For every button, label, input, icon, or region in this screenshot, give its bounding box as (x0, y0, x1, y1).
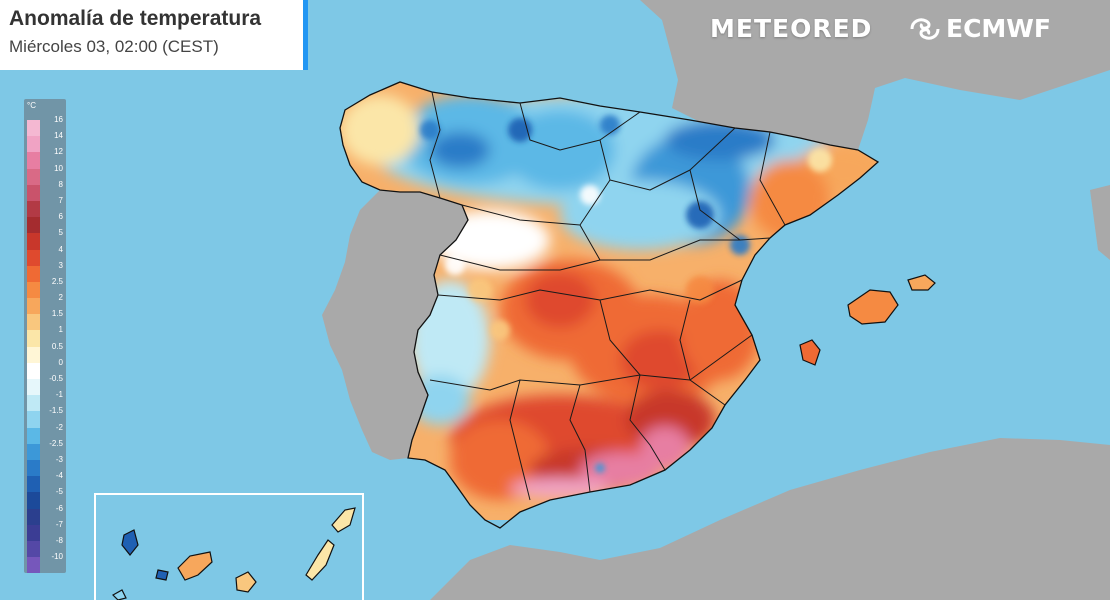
color-legend: °C 16 14 12 10 8 7 6 5 4 3 2.5 2 1.5 1 0.5 0 -0.5 -1 -1.5 -… (24, 99, 66, 574)
legend-swatch (27, 265, 40, 282)
legend-label: -1 (55, 390, 63, 400)
forecast-time: Miércoles 03, 02:00 (CEST) (9, 37, 219, 56)
legend-label: -10 (51, 552, 63, 562)
legend-label: 2.5 (51, 276, 63, 286)
legend-swatch (27, 395, 40, 412)
legend-label: -5 (55, 487, 63, 497)
legend-label: -1.5 (49, 406, 63, 416)
legend-label: -0.5 (49, 374, 63, 383)
legend-swatch (27, 233, 40, 250)
legend-unit: °C (27, 101, 36, 110)
legend-label: -2 (55, 422, 63, 432)
legend-swatch (27, 217, 40, 234)
legend-labels: 16 14 12 10 8 7 6 5 4 3 2.5 2 1.5 1 0.5 0 -0.5 -1 -1.5 -2 -2… (43, 115, 63, 573)
legend-swatch (27, 249, 40, 266)
legend-label: -4 (55, 471, 63, 481)
legend-swatch (27, 168, 40, 185)
legend-swatch (27, 427, 40, 444)
ecmwf-logo: ECMWF (908, 14, 1051, 43)
portugal-landmass (322, 190, 468, 460)
legend-swatch (27, 281, 40, 299)
legend-label: -7 (55, 519, 63, 529)
region-borders (429, 91, 786, 501)
legend-swatch (27, 298, 40, 315)
france-landmass (640, 0, 1110, 150)
legend-label: 10 (54, 163, 63, 173)
legend-swatch (27, 152, 40, 169)
legend-swatch (27, 346, 40, 363)
legend-swatch (27, 459, 40, 477)
legend-label: 1 (58, 325, 63, 335)
legend-label: -6 (55, 503, 63, 513)
legend-label: 7 (58, 195, 63, 205)
legend-swatch (27, 443, 40, 460)
legend-label: 2 (58, 293, 63, 303)
canary-islands (112, 507, 356, 600)
legend-label: 0.5 (51, 341, 63, 351)
legend-label: -2.5 (49, 438, 63, 448)
ecmwf-swirl-icon (910, 17, 940, 40)
legend-swatch (27, 136, 40, 153)
legend-label: 8 (58, 179, 63, 189)
legend-swatch (27, 379, 40, 396)
legend-label: 5 (58, 228, 63, 238)
legend-swatch (27, 411, 40, 428)
legend-label: 4 (58, 244, 63, 254)
italy-edge (1090, 185, 1110, 260)
legend-swatch (27, 508, 40, 525)
legend-swatch (27, 184, 40, 201)
legend-label: 3 (58, 260, 63, 270)
legend-swatch (27, 200, 40, 218)
legend-swatch (27, 524, 40, 541)
canary-islands-inset (94, 493, 364, 600)
legend-label: 0 (58, 357, 63, 367)
meteored-logo: METEORED (710, 14, 873, 43)
legend-label: 14 (54, 131, 63, 141)
legend-swatch (27, 557, 40, 574)
legend-swatch (27, 362, 40, 379)
legend-label: -3 (55, 454, 63, 464)
legend-label: -8 (55, 535, 63, 545)
legend-swatch (27, 330, 40, 347)
legend-label: 16 (54, 115, 63, 124)
legend-swatch (27, 120, 40, 137)
legend-swatch (27, 476, 40, 493)
africa-landmass (430, 438, 1110, 600)
balearic-islands (799, 274, 936, 366)
legend-label: 12 (54, 147, 63, 157)
ecmwf-logo-text: ECMWF (946, 14, 1051, 43)
legend-label: 6 (58, 212, 63, 222)
page-title: Anomalía de temperatura (9, 7, 262, 30)
legend-swatch (27, 540, 40, 558)
title-panel: Anomalía de temperatura Miércoles 03, 02… (0, 0, 308, 70)
legend-swatches (27, 120, 40, 574)
legend-label: 1.5 (51, 309, 63, 319)
legend-swatch (27, 492, 40, 509)
legend-swatch (27, 314, 40, 331)
